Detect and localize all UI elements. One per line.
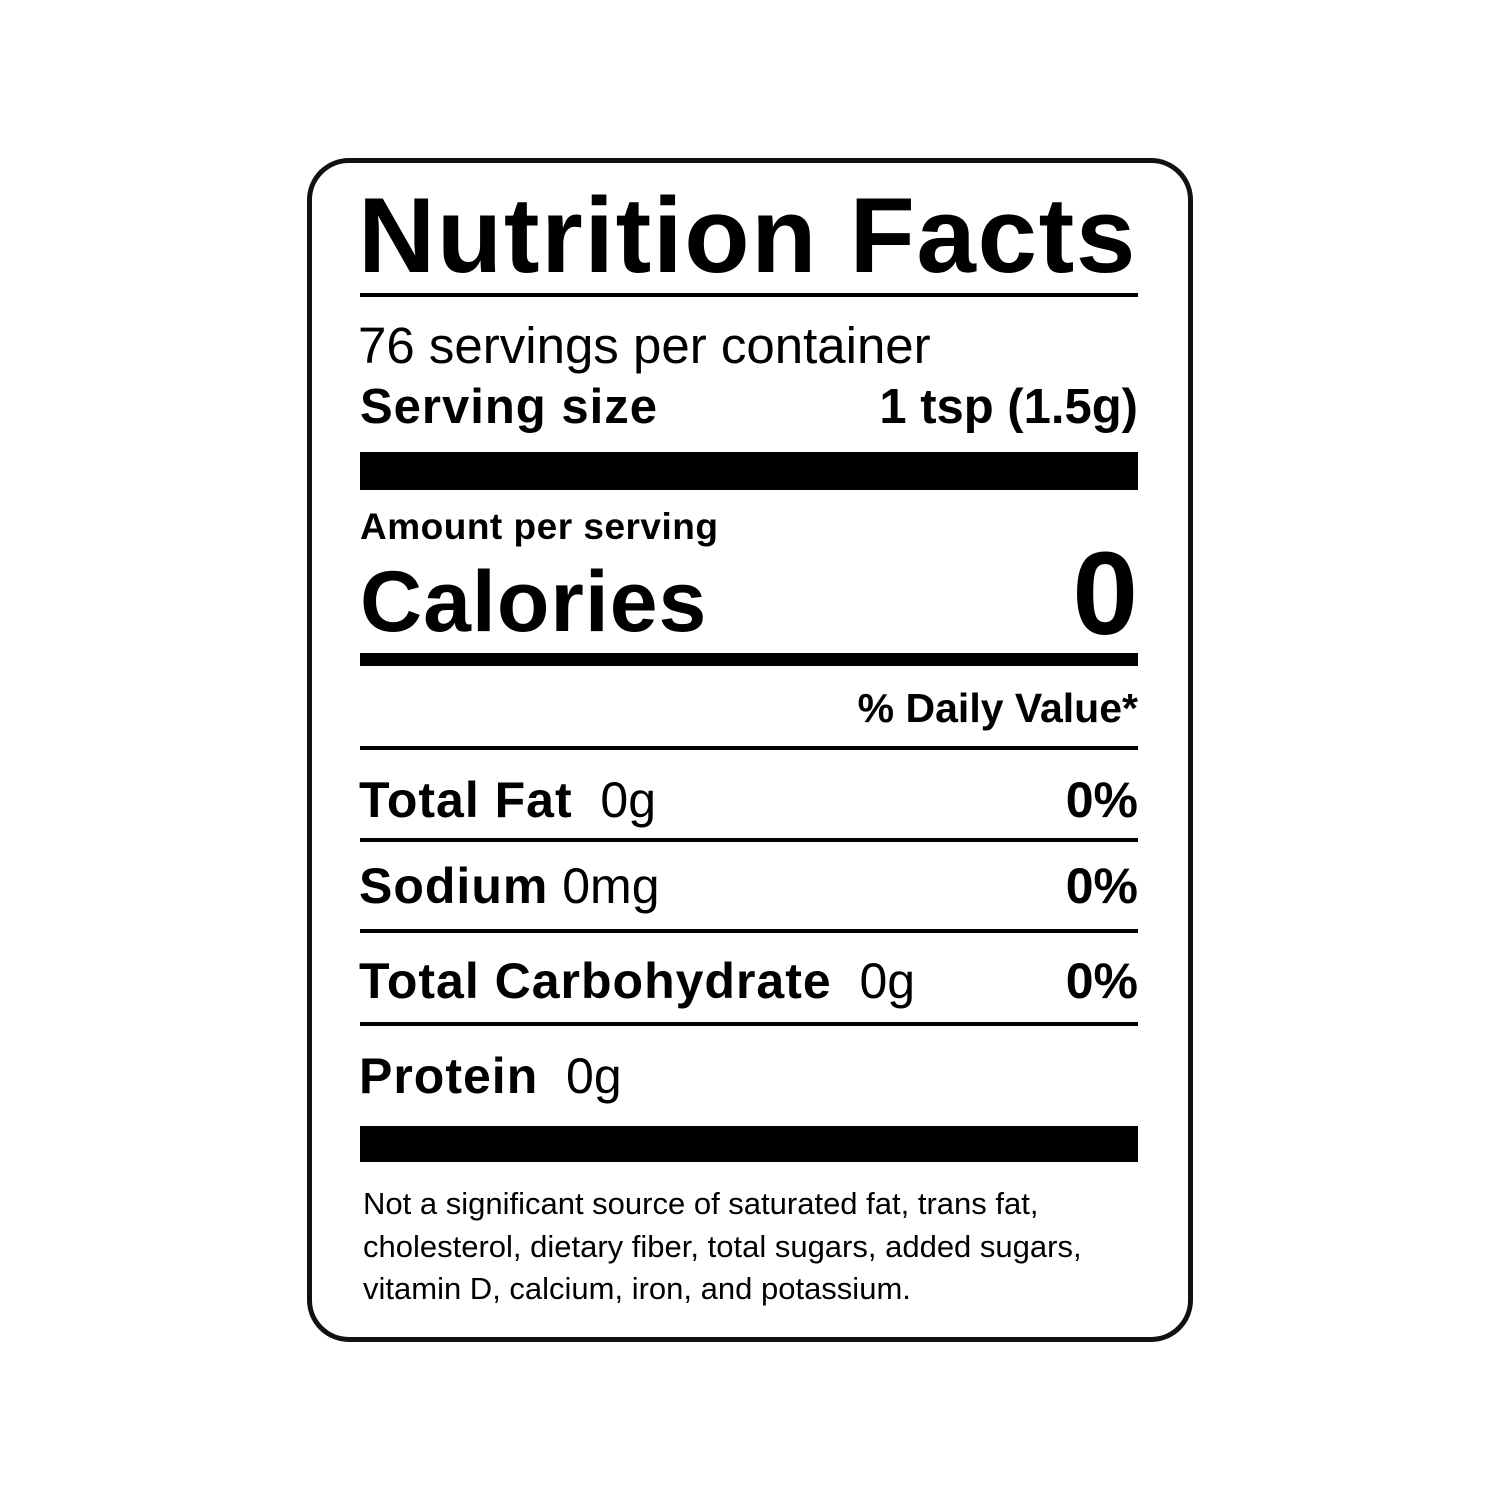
divider-thin [360, 746, 1138, 750]
nutrient-name: Total Carbohydrate [359, 953, 832, 1009]
divider-thin [360, 1022, 1138, 1026]
footnote-line: cholesterol, dietary fiber, total sugars… [363, 1229, 1082, 1264]
serving-size-label: Serving size [360, 380, 658, 434]
amount-per-serving: Amount per serving [360, 506, 719, 547]
calories-label: Calories [360, 554, 708, 650]
nutrient-amount: 0mg [562, 858, 660, 914]
nutrient-amount: 0g [859, 953, 916, 1009]
nutrient-name: Sodium [359, 858, 549, 914]
divider-thin [360, 838, 1138, 842]
divider-thick [360, 452, 1138, 490]
footnote-line: vitamin D, calcium, iron, and potassium. [363, 1271, 911, 1306]
footnote-line: Not a significant source of saturated fa… [363, 1186, 1039, 1221]
daily-value-header: % Daily Value* [857, 685, 1138, 731]
nutrient-dv: 0% [1065, 953, 1138, 1009]
serving-size-value: 1 tsp (1.5g) [879, 380, 1138, 434]
nutrient-dv: 0% [1065, 772, 1138, 828]
nutrient-amount: 0g [566, 1048, 622, 1104]
nutrient-name: Protein [359, 1048, 539, 1104]
nutrient-name: Total Fat [359, 772, 573, 828]
divider-thick [360, 1126, 1138, 1162]
label-title: Nutrition Facts [358, 175, 1137, 295]
nutrient-dv: 0% [1065, 858, 1138, 914]
nutrition-label-border [307, 158, 1193, 1342]
calories-value: 0 [1072, 528, 1138, 660]
servings-per-container: 76 servings per container [358, 317, 931, 374]
divider-medium [360, 653, 1138, 666]
divider-thin [360, 293, 1138, 297]
divider-thin [360, 929, 1138, 933]
nutrient-amount: 0g [600, 772, 657, 828]
